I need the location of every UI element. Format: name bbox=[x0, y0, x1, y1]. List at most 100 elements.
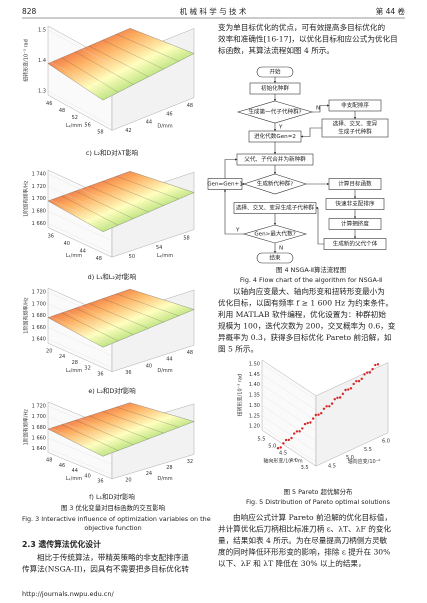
x-tick-label: 5.5 bbox=[257, 436, 265, 442]
z-tick-label: 50 bbox=[129, 254, 135, 260]
volume: 第 44 卷 bbox=[376, 6, 406, 16]
fig3-caption-en: objective function bbox=[84, 524, 141, 532]
pareto-point bbox=[363, 373, 366, 376]
z-tick-label: 54 bbox=[156, 245, 162, 251]
x-tick-label: 3.5 bbox=[301, 465, 309, 471]
x-axis-label: L₁/mm bbox=[66, 476, 82, 482]
pareto-point bbox=[325, 405, 328, 408]
pareto-point bbox=[293, 432, 296, 435]
body-line: 并计算优化后刀柄相比标准刀柄 ε、λT、λF 的变化 bbox=[218, 524, 391, 534]
arrow bbox=[312, 104, 330, 113]
y-tick bbox=[47, 90, 113, 127]
y-tick-label: 1 700 bbox=[32, 301, 46, 307]
x-tick-label: 40 bbox=[64, 241, 70, 247]
y-tick bbox=[47, 223, 113, 254]
branch-label: Y bbox=[278, 125, 283, 131]
z-tick-label: 6.0 bbox=[382, 438, 390, 444]
mesh-line bbox=[116, 34, 179, 62]
x-axis-label: L₂/mm bbox=[66, 368, 82, 374]
y-tick bbox=[47, 303, 113, 333]
branch-label: N bbox=[279, 246, 283, 252]
x-tick-label: 36 bbox=[48, 234, 54, 240]
x-tick-label: 36 bbox=[97, 371, 103, 377]
node-label: 计算目标函数 bbox=[338, 180, 372, 188]
node-label: 开始 bbox=[269, 68, 281, 76]
y-tick-label: 1 700 bbox=[32, 196, 46, 202]
node-label: 初始化种群 bbox=[261, 84, 289, 92]
y-tick bbox=[261, 415, 317, 452]
x-tick-label: 4.5 bbox=[279, 451, 287, 457]
z-tick-label: 48 bbox=[187, 103, 193, 109]
footer-url: http://journals.nwpu.edu.cn/ bbox=[22, 590, 114, 598]
y-tick bbox=[47, 291, 113, 321]
y-tick-label: 1 680 bbox=[32, 313, 46, 319]
y-tick-label: 1 640 bbox=[32, 446, 46, 452]
x-axis-label: L₂/mm bbox=[66, 123, 82, 129]
y-tick-label: 1.35 bbox=[249, 393, 260, 399]
y-tick bbox=[47, 198, 113, 229]
pareto-point bbox=[347, 388, 350, 391]
pareto-point bbox=[371, 367, 374, 371]
body-line: 异概率为 0.3，获得多目标优化 Pareto 前沿解，如 bbox=[218, 332, 392, 342]
x-tick-label: 32 bbox=[84, 366, 90, 372]
mesh-line bbox=[88, 45, 149, 77]
section-heading: 2.3 遗传算法优化设计 bbox=[22, 539, 101, 549]
body-line: 以下、λF 和 λT 降低在 30% 以上的结果， bbox=[218, 558, 366, 568]
mesh-line bbox=[61, 312, 119, 342]
z-tick-label: 20 bbox=[125, 477, 131, 483]
decision bbox=[243, 173, 307, 195]
node-label: 非支配排序 bbox=[341, 101, 369, 109]
pareto-point bbox=[352, 382, 355, 386]
y-tick-label: 1.5 bbox=[38, 28, 46, 34]
y-tick bbox=[47, 210, 113, 241]
pareto-point bbox=[330, 402, 334, 405]
pareto-point bbox=[317, 413, 320, 416]
y-tick-label: 1.4 bbox=[38, 58, 46, 64]
node-label: 进化代数Gen=2 bbox=[254, 132, 296, 140]
y-tick bbox=[47, 327, 113, 357]
z-axis-label: D/mm bbox=[157, 476, 172, 482]
body-line: 由响应公式计算 Pareto 前沿解的优化目标值， bbox=[233, 512, 392, 522]
y-tick-label: 1.3 bbox=[38, 89, 46, 95]
z-tick-label: 5.0 bbox=[346, 455, 354, 461]
mesh-line bbox=[88, 186, 149, 213]
node-label: 选择、交叉、变异 bbox=[333, 120, 378, 128]
journal-name: 机 械 科 学 与 技 术 bbox=[180, 6, 247, 16]
x-tick-label: 40 bbox=[84, 473, 90, 479]
y-tick-label: 1 720 bbox=[32, 184, 46, 190]
x-tick-label: 52 bbox=[72, 115, 78, 121]
z-tick-label: 58 bbox=[183, 236, 189, 242]
pareto-point bbox=[303, 422, 307, 426]
y-axis-label: 1阶固有频率/Hz bbox=[23, 409, 30, 446]
z-tick-label: 46 bbox=[166, 111, 172, 117]
pareto-point bbox=[376, 363, 380, 366]
mesh-line bbox=[75, 308, 134, 335]
pareto-point bbox=[355, 379, 358, 383]
y-tick bbox=[47, 29, 113, 66]
z-tick-label: 42 bbox=[125, 128, 131, 134]
z-tick-label: 28 bbox=[166, 465, 172, 471]
y-tick-label: 1 660 bbox=[32, 325, 46, 331]
y-tick bbox=[47, 405, 113, 433]
x-tick-label: 20 bbox=[46, 349, 52, 355]
fig4-caption-en: Fig. 4 Flow chart of the algorithm for N… bbox=[240, 276, 382, 284]
pareto-point bbox=[336, 396, 339, 400]
fig3-caption-en: Fig. 3 Interactive influence of optimiza… bbox=[22, 515, 211, 523]
pareto-point bbox=[306, 421, 309, 425]
body-line: 量，结果如表 4 所示。为在尽量提高刀柄侧方灵敏 bbox=[218, 535, 388, 545]
y-tick bbox=[47, 437, 113, 465]
fig3-caption: 图 3 优化变量对目标函数的交互影响 bbox=[61, 503, 165, 512]
body-line: 以轴向应变最大、轴向形变和扭转形变最小为 bbox=[233, 286, 385, 296]
node-label: Gen=Gen+1 bbox=[207, 182, 243, 188]
pareto-point bbox=[357, 379, 361, 383]
fig5-caption: 图 5 Pareto 超优解分布 bbox=[284, 487, 353, 496]
pareto-point bbox=[282, 442, 285, 445]
body-line: 利用 MATLAB 软件编程，优化设置为：种群初始 bbox=[218, 309, 386, 319]
node-label: 结束 bbox=[269, 254, 281, 262]
pareto-point bbox=[276, 447, 280, 450]
y-tick bbox=[261, 394, 317, 432]
flowchart: 开始 初始化种群 生成第一代子代种群? 非支配排序 选择、交叉、变异 生成子代种… bbox=[207, 66, 389, 264]
x-tick-label: 44 bbox=[72, 468, 78, 474]
arrow bbox=[315, 206, 324, 245]
x-tick-label: 58 bbox=[97, 129, 103, 135]
